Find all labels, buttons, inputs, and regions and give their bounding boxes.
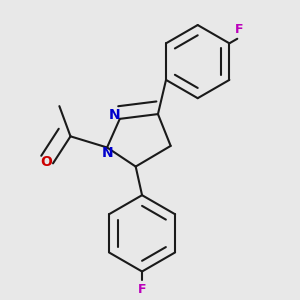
Text: F: F bbox=[138, 283, 146, 296]
Text: F: F bbox=[235, 22, 243, 36]
Text: N: N bbox=[108, 108, 120, 122]
Text: O: O bbox=[40, 155, 52, 169]
Text: N: N bbox=[102, 146, 113, 160]
